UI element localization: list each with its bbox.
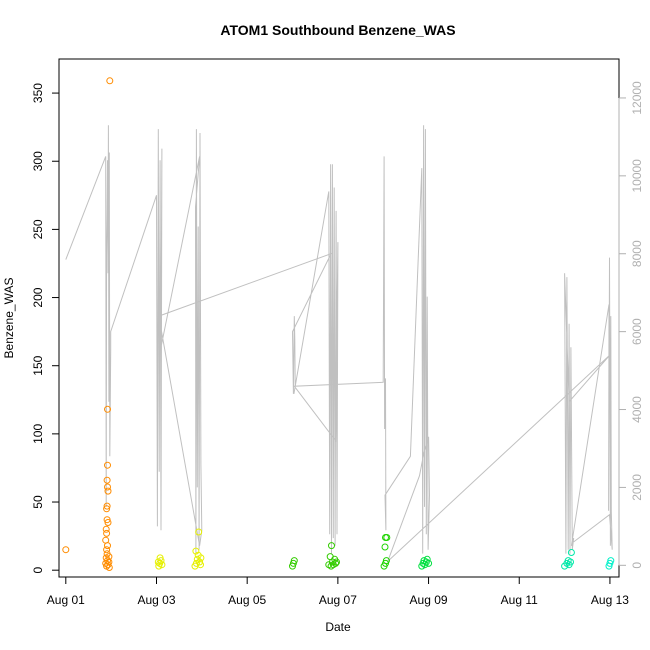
secondary-y-tick-label: 0 xyxy=(630,562,644,569)
data-point xyxy=(156,554,164,562)
secondary-y-tick-label: 4000 xyxy=(630,396,644,423)
data-point xyxy=(154,558,162,566)
data-point xyxy=(382,559,389,567)
data-point xyxy=(381,543,389,551)
points-layer xyxy=(62,77,615,571)
data-point xyxy=(104,487,112,495)
data-point xyxy=(289,559,297,567)
data-point xyxy=(103,516,111,524)
secondary-y-tick-label: 10000 xyxy=(630,159,644,193)
data-point xyxy=(607,557,615,565)
y-axis-label: Benzene_WAS xyxy=(2,278,16,359)
data-point xyxy=(383,534,391,541)
data-point xyxy=(103,505,111,513)
x-tick-label: Aug 03 xyxy=(137,593,175,607)
data-point xyxy=(290,557,298,565)
x-axis-label: Date xyxy=(325,620,351,634)
data-point xyxy=(62,546,70,554)
secondary-y-tick-label: 8000 xyxy=(630,240,644,267)
data-point xyxy=(192,559,200,567)
data-point xyxy=(106,77,114,85)
x-tick-label: Aug 11 xyxy=(501,593,538,607)
y-tick-label: 300 xyxy=(31,151,45,171)
data-point xyxy=(197,554,205,562)
x-tick-label: Aug 05 xyxy=(228,593,266,607)
y-tick-label: 50 xyxy=(31,495,45,509)
data-point xyxy=(567,549,575,556)
secondary-y-tick-label: 2000 xyxy=(630,474,644,501)
secondary-y-axis: 0 2000 4000 6000 8000 10000 12000 xyxy=(618,81,644,569)
data-point xyxy=(567,558,574,566)
data-point xyxy=(425,559,433,567)
secondary-y-tick-label: 12000 xyxy=(630,81,644,115)
secondary-line-layer xyxy=(65,125,613,562)
data-point xyxy=(102,525,110,533)
y-tick-label: 250 xyxy=(31,219,45,239)
data-point xyxy=(105,564,113,571)
data-point xyxy=(332,559,340,567)
data-point xyxy=(328,542,335,550)
data-point xyxy=(382,557,390,565)
data-point xyxy=(423,555,431,563)
data-point xyxy=(197,561,204,569)
data-point xyxy=(102,536,110,544)
data-point xyxy=(103,502,111,510)
y-tick-label: 100 xyxy=(31,424,45,444)
data-point xyxy=(104,461,111,469)
plot-frame xyxy=(58,58,620,578)
data-point xyxy=(333,558,340,566)
y-tick-label: 350 xyxy=(31,83,45,103)
data-point xyxy=(325,561,333,569)
data-point xyxy=(326,553,334,561)
chart-title: ATOM1 Southbound Benzene_WAS xyxy=(220,22,455,38)
x-tick-label: Aug 13 xyxy=(591,593,629,607)
y-axis: 0 50 100 150 200 250 300 350 xyxy=(31,83,60,574)
y-tick-label: 150 xyxy=(31,355,45,375)
data-point xyxy=(104,483,111,491)
data-point xyxy=(195,528,203,536)
data-point xyxy=(105,553,113,561)
x-axis: Aug 01 Aug 03 Aug 05 Aug 07 Aug 09 Aug 11 Aug … xyxy=(47,576,629,607)
secondary-series-line xyxy=(65,125,613,562)
secondary-y-tick-label: 6000 xyxy=(630,318,644,345)
y-tick-label: 0 xyxy=(31,567,45,574)
data-point xyxy=(103,529,111,537)
data-point xyxy=(104,405,111,413)
data-point xyxy=(103,476,111,484)
y-tick-label: 200 xyxy=(31,287,45,307)
x-tick-label: Aug 09 xyxy=(410,593,448,607)
x-tick-label: Aug 01 xyxy=(47,593,85,607)
data-point xyxy=(192,547,200,555)
data-point xyxy=(606,559,614,567)
x-tick-label: Aug 07 xyxy=(319,593,357,607)
data-point xyxy=(103,546,111,554)
